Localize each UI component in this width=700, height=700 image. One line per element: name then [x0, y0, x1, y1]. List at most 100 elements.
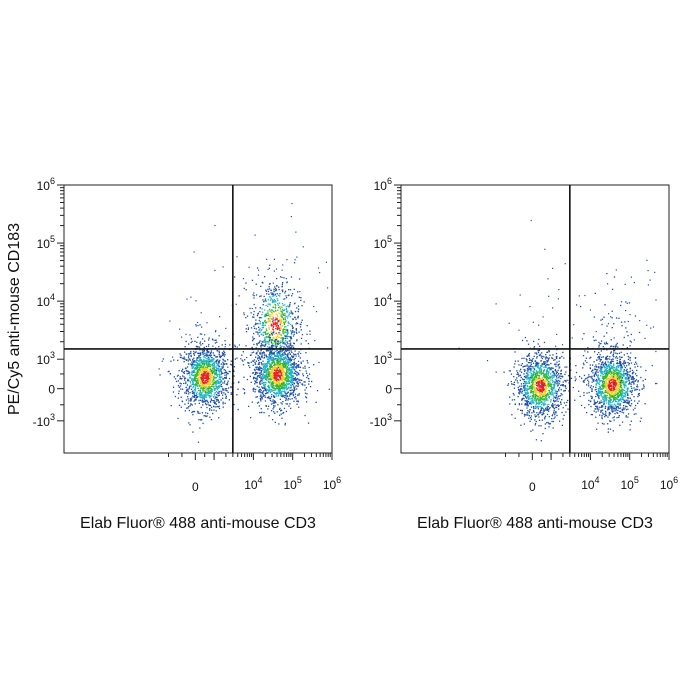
event-dot [202, 359, 205, 361]
event-dot [532, 379, 534, 382]
event-dot [214, 354, 216, 357]
event-dot [532, 429, 534, 431]
event-dot [549, 377, 551, 379]
event-dot [542, 399, 544, 401]
event-dot [534, 414, 536, 416]
event-dot [218, 392, 220, 394]
event-dot [560, 375, 562, 378]
event-dot [272, 361, 274, 363]
event-dot [292, 375, 294, 377]
event-dot [292, 346, 295, 349]
event-dot [289, 363, 291, 365]
event-dot [273, 361, 275, 363]
event-dot [549, 369, 551, 371]
event-dot [219, 375, 221, 377]
event-dot [280, 358, 282, 360]
event-dot [278, 333, 280, 336]
event-dot [547, 393, 549, 395]
event-dot [218, 370, 221, 372]
event-dot [541, 419, 543, 421]
event-dot [523, 381, 526, 383]
event-dot [271, 352, 273, 354]
event-dot [296, 322, 298, 324]
event-dot [214, 392, 216, 394]
event-dot [252, 388, 254, 391]
event-dot [194, 403, 196, 405]
event-dot [201, 399, 204, 401]
event-dot [275, 395, 277, 397]
event-dot [208, 370, 210, 372]
event-dot [315, 311, 318, 313]
event-dot [218, 356, 221, 358]
event-dot [547, 373, 549, 375]
event-dot [205, 395, 207, 397]
event-dot [277, 404, 279, 406]
event-dot [274, 370, 277, 372]
event-dot [249, 366, 251, 369]
event-dot [271, 356, 273, 359]
event-dot [214, 339, 216, 341]
event-dot [185, 370, 188, 372]
event-dot [211, 389, 213, 391]
event-dot [294, 378, 296, 380]
event-dot [287, 378, 290, 380]
event-dot [275, 346, 277, 348]
event-dot [549, 392, 552, 394]
event-dot [234, 346, 236, 348]
event-dot [188, 372, 190, 374]
event-dot [544, 391, 546, 393]
event-dot [548, 410, 550, 412]
event-dot [541, 383, 543, 385]
event-dot [213, 394, 215, 396]
event-dot [212, 386, 215, 388]
event-dot [291, 324, 293, 327]
event-dot [538, 338, 540, 340]
event-dot [595, 364, 597, 366]
event-dot [200, 373, 202, 375]
event-dot [286, 377, 288, 379]
event-dot [298, 351, 300, 353]
event-dot [201, 379, 203, 381]
event-dot [201, 368, 203, 371]
event-dot [509, 403, 511, 405]
event-dot [535, 380, 537, 383]
event-dot [541, 384, 543, 386]
event-dot [195, 398, 197, 400]
event-dot [284, 365, 286, 367]
event-dot [278, 388, 280, 390]
event-dot [263, 371, 265, 373]
event-dot [201, 338, 204, 340]
event-dot [553, 412, 555, 414]
event-dot [269, 356, 271, 358]
event-dot [624, 362, 626, 364]
event-dot [283, 396, 286, 398]
event-dot [282, 412, 284, 414]
event-dot [209, 396, 211, 398]
event-dot [509, 396, 511, 398]
event-dot [556, 383, 558, 385]
event-dot [197, 366, 199, 369]
event-dot [527, 410, 529, 412]
event-dot [268, 375, 270, 377]
event-dot [203, 371, 205, 373]
event-dot [272, 301, 274, 304]
event-dot [195, 393, 198, 395]
event-dot [610, 373, 612, 375]
event-dot [248, 365, 250, 367]
event-dot [270, 375, 272, 377]
event-dot [274, 303, 276, 306]
event-dot [181, 377, 183, 380]
event-dot [277, 381, 279, 384]
event-dot [551, 357, 553, 359]
event-dot [541, 377, 543, 379]
event-dot [215, 372, 217, 374]
event-dot [287, 356, 290, 359]
event-dot [276, 373, 278, 375]
event-dot [217, 394, 219, 396]
event-dot [523, 378, 525, 381]
event-dot [206, 375, 209, 377]
event-dot [256, 377, 258, 379]
event-dot [206, 358, 208, 360]
event-dot [272, 325, 275, 328]
event-dot [225, 388, 228, 390]
